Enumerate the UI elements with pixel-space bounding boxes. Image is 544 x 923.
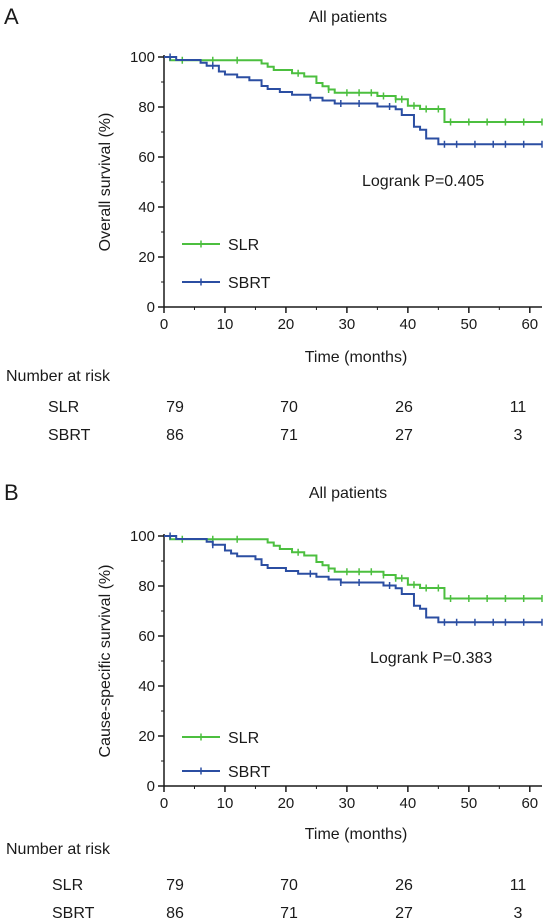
y-tick-label: 40 <box>138 678 155 695</box>
x-tick-label: 20 <box>278 316 295 333</box>
x-tick-label: 60 <box>521 316 538 333</box>
risk-value: 3 <box>514 427 523 444</box>
y-tick-label: 100 <box>130 49 155 66</box>
risk-value: 11 <box>510 399 527 416</box>
risk-value: 70 <box>280 877 298 894</box>
risk-value: 86 <box>166 427 184 444</box>
panel-a: A All patients Overall survival (%) Time… <box>4 4 543 444</box>
y-tick-label: 0 <box>147 299 155 316</box>
panel-b-x-axis-label: Time (months) <box>305 826 408 843</box>
y-tick-label: 60 <box>138 628 155 645</box>
risk-value: 26 <box>395 399 413 416</box>
y-tick-label: 100 <box>130 528 155 545</box>
x-tick-label: 0 <box>160 316 168 333</box>
x-tick-label: 0 <box>160 795 168 812</box>
risk-table-title: Number at risk <box>6 368 111 385</box>
risk-row-label-sbrt: SBRT <box>48 427 91 444</box>
legend-label-slr: SLR <box>228 730 259 747</box>
x-tick-label: 10 <box>217 795 234 812</box>
y-tick-label: 80 <box>138 99 155 116</box>
legend-label-sbrt: SBRT <box>228 275 271 292</box>
panel-b-axes: 0 20 40 60 80 100 0 10 20 30 40 50 60 <box>130 528 542 812</box>
y-tick-label: 20 <box>138 249 155 266</box>
x-tick-label: 60 <box>521 795 538 812</box>
x-tick-label: 50 <box>460 795 477 812</box>
panel-a-logrank-annotation: Logrank P=0.405 <box>362 173 484 190</box>
risk-row-label-sbrt: SBRT <box>52 905 95 922</box>
panel-b-risk-table: Number at risk SLR 79 70 26 11 SBRT 86 7… <box>6 841 526 922</box>
y-tick-label: 20 <box>138 728 155 745</box>
panel-a-axes: 0 20 40 60 80 100 0 10 20 30 40 50 60 <box>130 49 542 333</box>
x-tick-label: 30 <box>339 795 356 812</box>
panel-b-y-axis-label: Cause-specific survival (%) <box>97 565 114 758</box>
risk-value: 71 <box>280 427 298 444</box>
risk-value: 70 <box>280 399 298 416</box>
risk-value: 3 <box>514 905 523 922</box>
risk-value: 27 <box>395 427 413 444</box>
km-curve-slr <box>164 56 542 123</box>
panel-b-legend: SLR SBRT <box>182 730 271 781</box>
risk-value: 79 <box>166 399 184 416</box>
risk-row-label-slr: SLR <box>52 877 83 894</box>
risk-row-label-slr: SLR <box>48 399 79 416</box>
x-tick-label: 10 <box>217 316 234 333</box>
legend-label-sbrt: SBRT <box>228 764 271 781</box>
km-curve-sbrt <box>164 535 542 624</box>
risk-value: 86 <box>166 905 184 922</box>
panel-a-curves <box>164 53 543 148</box>
km-curve-sbrt <box>164 56 542 146</box>
risk-value: 27 <box>395 905 413 922</box>
x-tick-label: 20 <box>278 795 295 812</box>
km-curve-slr <box>164 535 542 600</box>
panel-a-x-axis-label: Time (months) <box>305 349 408 366</box>
panel-a-label: A <box>4 4 19 29</box>
risk-table-title: Number at risk <box>6 841 111 858</box>
panel-a-y-axis-label: Overall survival (%) <box>97 113 114 252</box>
panel-b-label: B <box>4 480 19 505</box>
panel-b: B All patients Cause-specific survival (… <box>4 480 543 922</box>
y-tick-label: 60 <box>138 149 155 166</box>
y-tick-label: 40 <box>138 199 155 216</box>
risk-value: 26 <box>395 877 413 894</box>
risk-value: 11 <box>510 877 527 894</box>
legend-label-slr: SLR <box>228 237 259 254</box>
y-tick-label: 0 <box>147 778 155 795</box>
risk-value: 79 <box>166 877 184 894</box>
panel-a-risk-table: Number at risk SLR 79 70 26 11 SBRT 86 7… <box>6 368 526 444</box>
x-tick-label: 40 <box>400 316 417 333</box>
panel-a-legend: SLR SBRT <box>182 237 271 292</box>
x-tick-label: 50 <box>460 316 477 333</box>
y-tick-label: 80 <box>138 578 155 595</box>
x-tick-label: 30 <box>339 316 356 333</box>
panel-b-curves <box>164 532 543 626</box>
x-tick-label: 40 <box>400 795 417 812</box>
panel-b-title: All patients <box>309 485 387 502</box>
panel-b-logrank-annotation: Logrank P=0.383 <box>370 650 492 667</box>
risk-value: 71 <box>280 905 298 922</box>
panel-a-title: All patients <box>309 9 387 26</box>
